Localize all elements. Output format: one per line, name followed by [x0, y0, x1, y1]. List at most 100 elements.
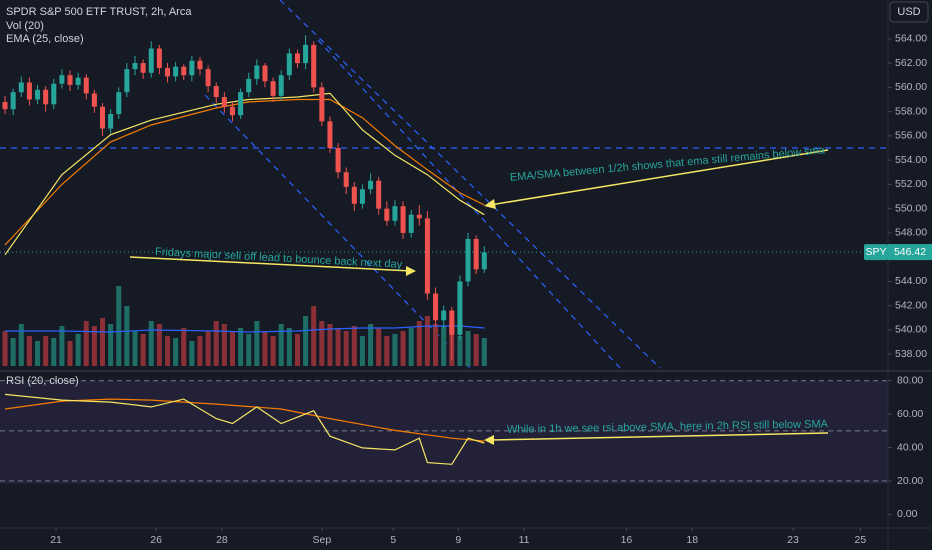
candle-body: [35, 89, 41, 100]
currency[interactable]: USD: [897, 6, 920, 18]
volume-bar: [327, 324, 333, 366]
y-tick-label: 564.00: [895, 33, 927, 45]
y-tick-label: 0.00: [897, 508, 918, 520]
candle-body: [108, 114, 114, 129]
volume-bar: [181, 328, 187, 366]
x-tick-label: 26: [150, 534, 162, 546]
annotation: While in 1h we see rsi above SMA, here i…: [507, 418, 829, 436]
volume-bar: [481, 338, 487, 366]
volume-bar: [67, 341, 73, 366]
marks: 538.00540.00542.00544.00546.00548.00550.…: [0, 33, 932, 546]
candle-body: [26, 82, 32, 100]
candle-body: [294, 53, 300, 64]
arrow: [489, 149, 829, 206]
volume-bar: [433, 324, 439, 366]
candle-body: [229, 106, 235, 116]
volume-bar: [197, 336, 203, 366]
volume-bar: [43, 336, 49, 366]
volume-bar: [457, 336, 463, 366]
candle-body: [173, 66, 179, 77]
candle-body: [327, 121, 333, 148]
candle-body: [189, 60, 195, 76]
y-tick-label: 540.00: [895, 324, 927, 336]
rsi-title: RSI (20, close): [6, 375, 79, 387]
candle-body: [400, 206, 406, 233]
candle-body: [197, 60, 203, 70]
x-tick-label: 23: [787, 534, 799, 546]
y-tick-label: 20.00: [897, 475, 923, 487]
volume-bar: [335, 328, 341, 366]
volume-bar: [278, 324, 284, 366]
volume-bar: [473, 334, 479, 366]
volume-bar: [384, 336, 390, 366]
candle-body: [311, 44, 317, 88]
candle-body: [343, 172, 349, 187]
candle-body: [408, 214, 414, 233]
candle-body: [286, 53, 292, 76]
volume-bar: [164, 336, 171, 366]
volume-bar: [416, 321, 422, 366]
candle-body: [10, 92, 16, 110]
indicator-line: [4, 92, 485, 256]
candle-body: [116, 92, 122, 115]
x-tick-label: 28: [216, 534, 228, 546]
x-tick-label: 9: [455, 534, 461, 546]
volume-bar: [51, 338, 57, 366]
candle-body: [75, 77, 81, 85]
candle-body: [416, 214, 422, 219]
volume-ma: [5, 325, 485, 333]
channel-line: [317, 39, 621, 369]
volume-bar: [368, 324, 374, 366]
volume-bar: [35, 341, 41, 366]
volume-bar: [286, 328, 292, 366]
drawings: [0, 0, 888, 369]
candle-body: [91, 93, 97, 107]
candle-body: [181, 66, 187, 76]
volume-bar: [140, 334, 146, 366]
volume-bar: [156, 324, 162, 366]
volume-bar: [221, 324, 227, 366]
x-tick-label: 11: [519, 534, 530, 546]
rsi-sma: [4, 398, 485, 442]
candle-body: [303, 44, 309, 64]
volume-bar: [189, 341, 195, 366]
channel-line: [204, 94, 471, 369]
y-tick-label: 556.00: [895, 130, 927, 142]
candle-body: [473, 238, 479, 270]
candle-body: [205, 69, 211, 87]
candle-body: [221, 97, 227, 107]
rsi-line: [4, 393, 485, 465]
volume-bar: [229, 331, 235, 366]
arrow-head: [406, 266, 416, 276]
candle-body: [270, 81, 276, 96]
arrow: [129, 256, 413, 272]
candle-body: [384, 208, 390, 221]
legend-entry: EMA (25, close): [6, 33, 84, 45]
candle-body: [59, 75, 65, 84]
volume-bar: [400, 331, 406, 366]
currency-button[interactable]: [889, 1, 929, 23]
candle-body: [351, 186, 357, 204]
volume-bar: [246, 334, 252, 366]
candle-body: [238, 92, 244, 116]
candle-body: [132, 63, 138, 70]
y-tick-label: 60.00: [897, 408, 923, 420]
y-tick-label: 548.00: [895, 227, 927, 239]
volume-bar: [319, 321, 325, 366]
volume-bar: [343, 331, 349, 366]
volume-bar: [10, 338, 16, 366]
candle-body: [18, 82, 24, 93]
candle-body: [449, 310, 455, 335]
volume-bar: [424, 316, 430, 366]
candle-body: [43, 89, 49, 105]
volume-bar: [2, 331, 8, 366]
volume-bar: [311, 306, 317, 366]
candle-body: [164, 67, 171, 77]
price-tag: [888, 244, 932, 261]
arrow-head: [484, 199, 496, 209]
symbol-tag: [864, 244, 888, 261]
volume-bar: [26, 336, 32, 366]
y-tick-label: 560.00: [895, 81, 927, 93]
x-tick-label: 5: [390, 534, 396, 546]
